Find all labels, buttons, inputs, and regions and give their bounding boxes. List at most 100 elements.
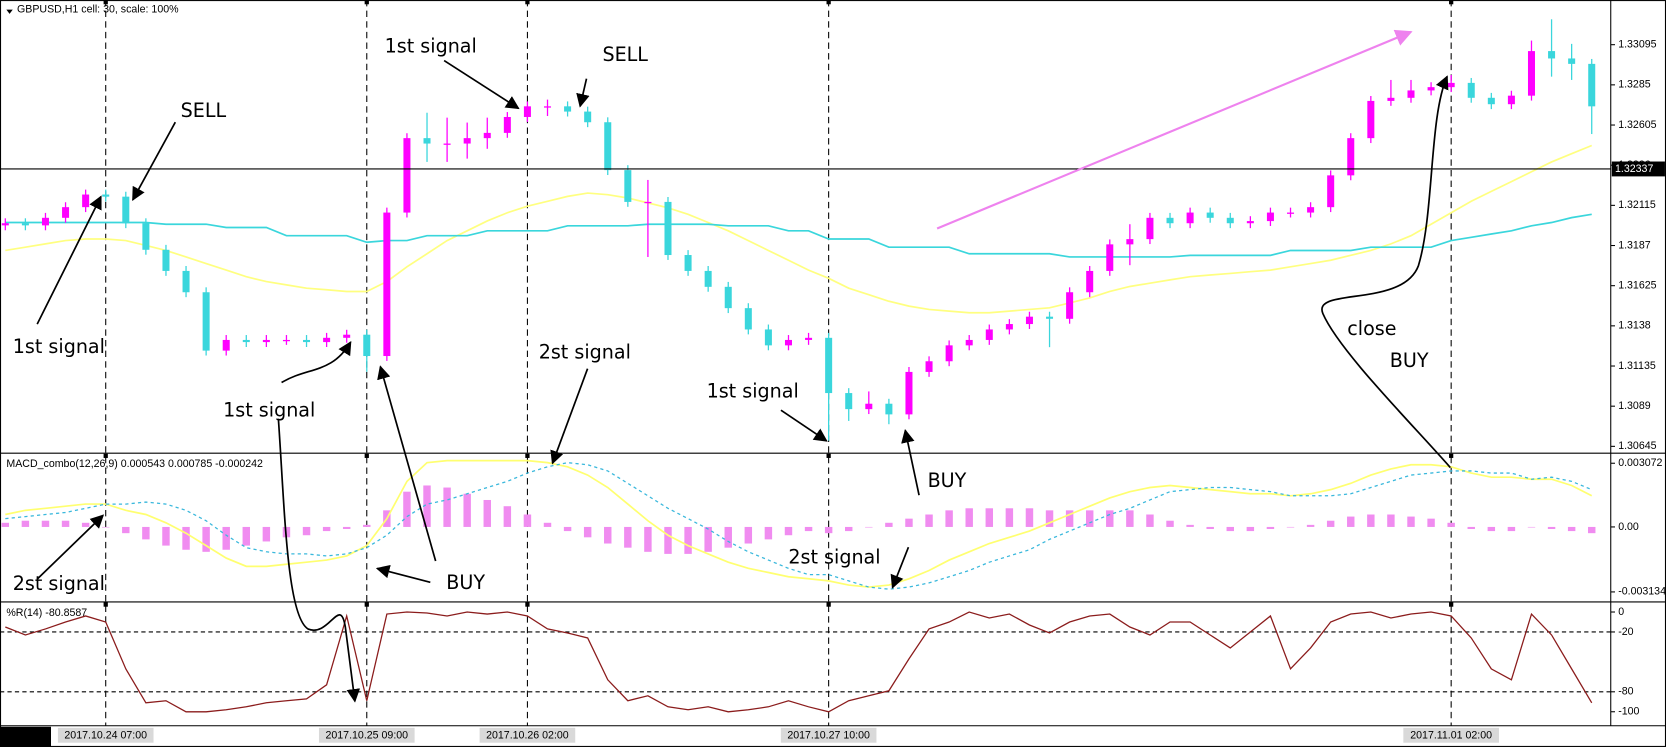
histogram-bar (1025, 508, 1034, 527)
candle-body (664, 201, 672, 256)
histogram-bar (222, 526, 230, 550)
histogram-bar (583, 526, 592, 538)
candle-body (624, 170, 632, 202)
histogram-bar (523, 514, 532, 527)
candle-body (1467, 82, 1475, 98)
candle-body (383, 212, 391, 357)
arrow (443, 59, 520, 110)
histogram-bar (1286, 526, 1295, 528)
candle-body (1287, 212, 1295, 214)
histogram-bar (664, 526, 672, 554)
histogram-bar (985, 508, 994, 527)
candle-body (1086, 270, 1094, 293)
candle-body (41, 217, 49, 226)
time-label-bg (479, 727, 576, 743)
candle-body (1588, 63, 1596, 107)
candle-body (744, 308, 752, 330)
histogram-bar (1367, 514, 1375, 527)
panel-title: GBPUSD,H1 cell: 30, scale: 100% (17, 3, 179, 15)
histogram-bar (764, 526, 773, 540)
histogram-bar (1467, 526, 1475, 530)
arrow (36, 514, 105, 580)
candle-body (443, 143, 451, 145)
candle-body (102, 194, 110, 197)
separator-marker (103, 602, 108, 607)
menu-triangle (6, 9, 13, 14)
histogram-bar (784, 526, 793, 536)
time-label-bg (318, 727, 415, 743)
candle-body (1126, 239, 1134, 245)
candle-body (1487, 97, 1495, 105)
candle-body (805, 337, 813, 340)
histogram-bar (1065, 510, 1074, 527)
y-tick-label: 1.3138 (1618, 320, 1651, 332)
histogram-bar (1206, 526, 1214, 530)
candle-body (764, 329, 772, 346)
trend-arrow (936, 29, 1413, 230)
candle-body (945, 345, 953, 362)
histogram-bar (1085, 510, 1094, 527)
histogram-bar (1045, 510, 1054, 527)
time-label-bg (780, 727, 877, 743)
candle-body (122, 196, 130, 224)
indicator-line (5, 213, 1592, 258)
y-tick-label: 1.33095 (1618, 39, 1656, 51)
candle-body (1146, 217, 1154, 240)
histogram-bar (965, 508, 973, 527)
y-tick-label: 1.3285 (1618, 79, 1651, 91)
histogram-bar (925, 514, 933, 527)
candle-body (282, 339, 290, 342)
histogram-bar (1527, 526, 1536, 528)
candle-body (784, 339, 792, 346)
candle-body (584, 111, 592, 123)
candle-body (303, 339, 311, 343)
time-label-bg (1403, 727, 1499, 743)
arrow (377, 365, 437, 562)
candle-body (1427, 87, 1435, 91)
candle-body (1106, 244, 1114, 271)
candle-body (724, 286, 732, 309)
candle-body (323, 337, 331, 343)
histogram-bar (563, 526, 572, 532)
arrow (890, 546, 910, 589)
indicator-line (5, 611, 1593, 713)
histogram-bar (423, 485, 431, 527)
annotation: SELL (181, 99, 227, 122)
histogram-bar (804, 526, 813, 532)
histogram-bar (704, 526, 712, 552)
histogram-bar (102, 526, 110, 528)
arrow (277, 418, 361, 703)
annotation: 2st signal (539, 340, 631, 363)
candle-body (182, 270, 190, 293)
candle-body (684, 255, 692, 271)
histogram-bar (342, 526, 351, 530)
candle-body (162, 249, 170, 271)
candle-body (463, 138, 471, 144)
histogram-bar (242, 526, 251, 546)
histogram-bar (1487, 526, 1496, 532)
candle-body (905, 371, 913, 415)
candle-body (965, 339, 973, 346)
histogram-bar (1, 522, 10, 527)
histogram-bar (1387, 514, 1395, 527)
histogram-bar (302, 526, 311, 536)
annotation: BUY (928, 469, 967, 492)
candle-body (704, 270, 712, 287)
histogram-bar (483, 499, 491, 527)
candle-body (523, 106, 531, 117)
arrow (576, 78, 590, 108)
x-tick-label: 2017.11.01 02:00 (1410, 730, 1492, 742)
separator-marker (364, 453, 369, 458)
candle-body (1307, 207, 1315, 213)
separator-marker (1449, 602, 1454, 607)
candle-body (1025, 316, 1033, 325)
histogram-bar (1126, 510, 1134, 527)
histogram-bar (21, 520, 30, 527)
separator-marker (364, 0, 369, 5)
histogram-bar (1246, 526, 1255, 532)
candle-body (925, 361, 933, 372)
candle-body (503, 116, 511, 133)
